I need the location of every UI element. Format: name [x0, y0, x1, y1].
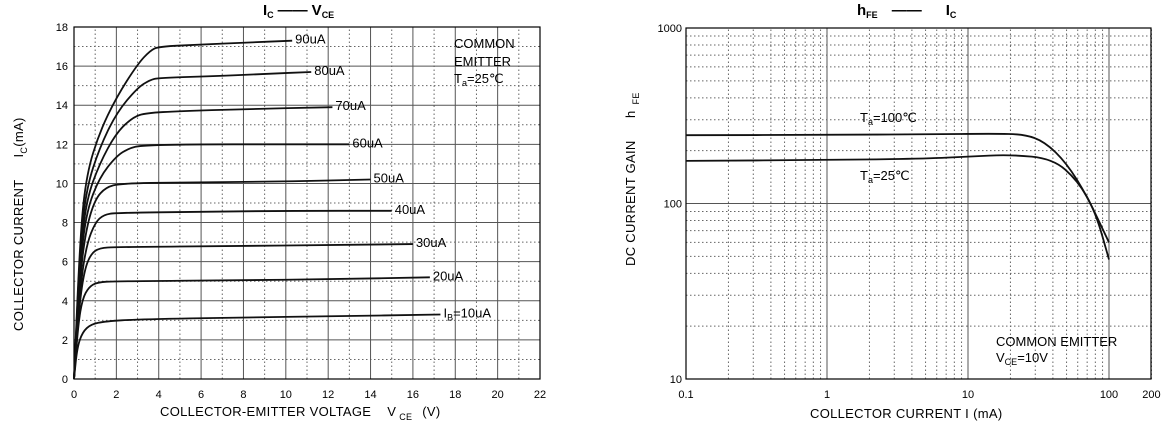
left-series-line-90uA	[73, 39, 293, 380]
left-series-label-90uA: 90uA	[295, 32, 326, 47]
left-series-labels: 90uA 80uA 70uA 60uA 50uA 40uA 30uA 20uA IB=10uA	[295, 32, 491, 323]
left-y-tick-label: 10	[56, 178, 68, 190]
right-annotation-line1: COMMON EMITTER	[996, 334, 1117, 349]
left-y-tick-labels: 0 2 4 6 8 10 12 14 16 18	[56, 22, 68, 386]
right-x-tick-label: 1	[824, 389, 830, 401]
left-y-tick-label: 12	[56, 139, 68, 151]
left-y-tick-label: 6	[62, 257, 68, 269]
left-x-tick-label: 8	[240, 389, 246, 401]
right-y-tick-label: 1000	[658, 23, 682, 35]
left-series-line-80uA	[73, 71, 312, 380]
right-y-tick-label: 10	[670, 374, 682, 386]
left-series-line-20uA	[73, 276, 430, 380]
left-y-tick-label: 0	[62, 374, 68, 386]
left-x-tick-labels: 0 2 4 6 8 10 12 14 16 18 20 22	[71, 389, 546, 401]
left-series-line-70uA	[73, 106, 333, 380]
right-x-axis-label: COLLECTOR CURRENT I (mA)	[810, 406, 1002, 421]
left-series-label-40uA: 40uA	[395, 202, 426, 217]
left-x-tick-label: 22	[534, 389, 546, 401]
left-x-tick-label: 2	[113, 389, 119, 401]
left-series-label-80uA: 80uA	[314, 63, 345, 78]
left-series-line-50uA	[73, 178, 371, 380]
left-series-label-60uA: 60uA	[352, 135, 383, 150]
left-y-tick-label: 16	[56, 61, 68, 73]
right-series-label-25c: Ta=25℃	[860, 168, 910, 185]
left-x-tick-label: 14	[364, 389, 376, 401]
right-x-tick-labels: 0.1 1 10 100 200	[678, 389, 1160, 401]
left-plot-frame	[73, 26, 541, 380]
left-series-label-20uA: 20uA	[433, 268, 464, 283]
right-chart-title: hFE —— IC	[857, 2, 957, 20]
left-x-axis-label: COLLECTOR-EMITTER VOLTAGE V CE (V)	[160, 404, 441, 422]
left-y-tick-label: 14	[56, 100, 68, 112]
left-series-label-50uA: 50uA	[374, 171, 405, 186]
left-annotation-temp: Ta=25℃	[454, 71, 504, 88]
left-series-curves	[73, 39, 441, 380]
right-annotation-vce: VCE=10V	[996, 350, 1048, 367]
left-minor-grid	[74, 27, 540, 379]
left-x-tick-label: 12	[322, 389, 334, 401]
left-x-tick-label: 4	[156, 389, 162, 401]
ic-vce-chart: 0 2 4 6 8 10 12 14 16 18 20 22 0 2 4 6 8 10 12 14 16 18 90uA…	[11, 2, 546, 422]
left-y-tick-label: 4	[62, 296, 68, 308]
right-y-tick-label: 100	[664, 199, 682, 211]
left-x-tick-label: 0	[71, 389, 77, 401]
left-series-label-30uA: 30uA	[416, 235, 447, 250]
left-y-tick-label: 18	[56, 22, 68, 34]
right-x-tick-label: 10	[962, 389, 974, 401]
left-x-tick-label: 10	[280, 389, 292, 401]
left-series-line-40uA	[73, 209, 392, 380]
right-y-axis-symbol: hFE	[623, 92, 641, 118]
left-x-tick-label: 16	[407, 389, 419, 401]
right-x-tick-label: 100	[1100, 389, 1118, 401]
hfe-ic-chart: 0.1 1 10 100 200 10 100 1000 hFE —— IC Ta=100℃ T…	[623, 2, 1161, 421]
right-series-line-Ta=100℃	[685, 132, 1110, 243]
left-x-tick-label: 18	[449, 389, 461, 401]
left-y-tick-label: 2	[62, 335, 68, 347]
left-annotation-line2: EMITTER	[454, 54, 511, 69]
right-series-curves	[685, 132, 1110, 260]
right-y-axis-label: DC CURRENT GAIN	[623, 140, 638, 266]
left-x-tick-label: 20	[492, 389, 504, 401]
left-annotation-line1: COMMON	[454, 36, 515, 51]
left-chart-title: IC —— VCE	[263, 2, 334, 20]
left-x-tick-label: 6	[198, 389, 204, 401]
left-y-axis-label: COLLECTOR CURRENTIC(mA)	[11, 117, 29, 331]
right-plot-frame	[685, 27, 1152, 380]
right-series-label-100c: Ta=100℃	[860, 110, 917, 127]
right-x-tick-label: 200	[1142, 389, 1160, 401]
left-series-label-70uA: 70uA	[335, 98, 366, 113]
left-series-line-10uA	[73, 313, 441, 380]
left-series-line-30uA	[73, 243, 413, 380]
right-series-line-Ta=25℃	[685, 154, 1110, 260]
left-y-tick-label: 8	[62, 218, 68, 230]
right-major-grid	[686, 28, 1152, 379]
left-series-label-10uA: IB=10uA	[443, 305, 491, 322]
right-x-tick-label: 0.1	[678, 389, 693, 401]
right-y-tick-labels: 10 100 1000	[658, 23, 682, 386]
